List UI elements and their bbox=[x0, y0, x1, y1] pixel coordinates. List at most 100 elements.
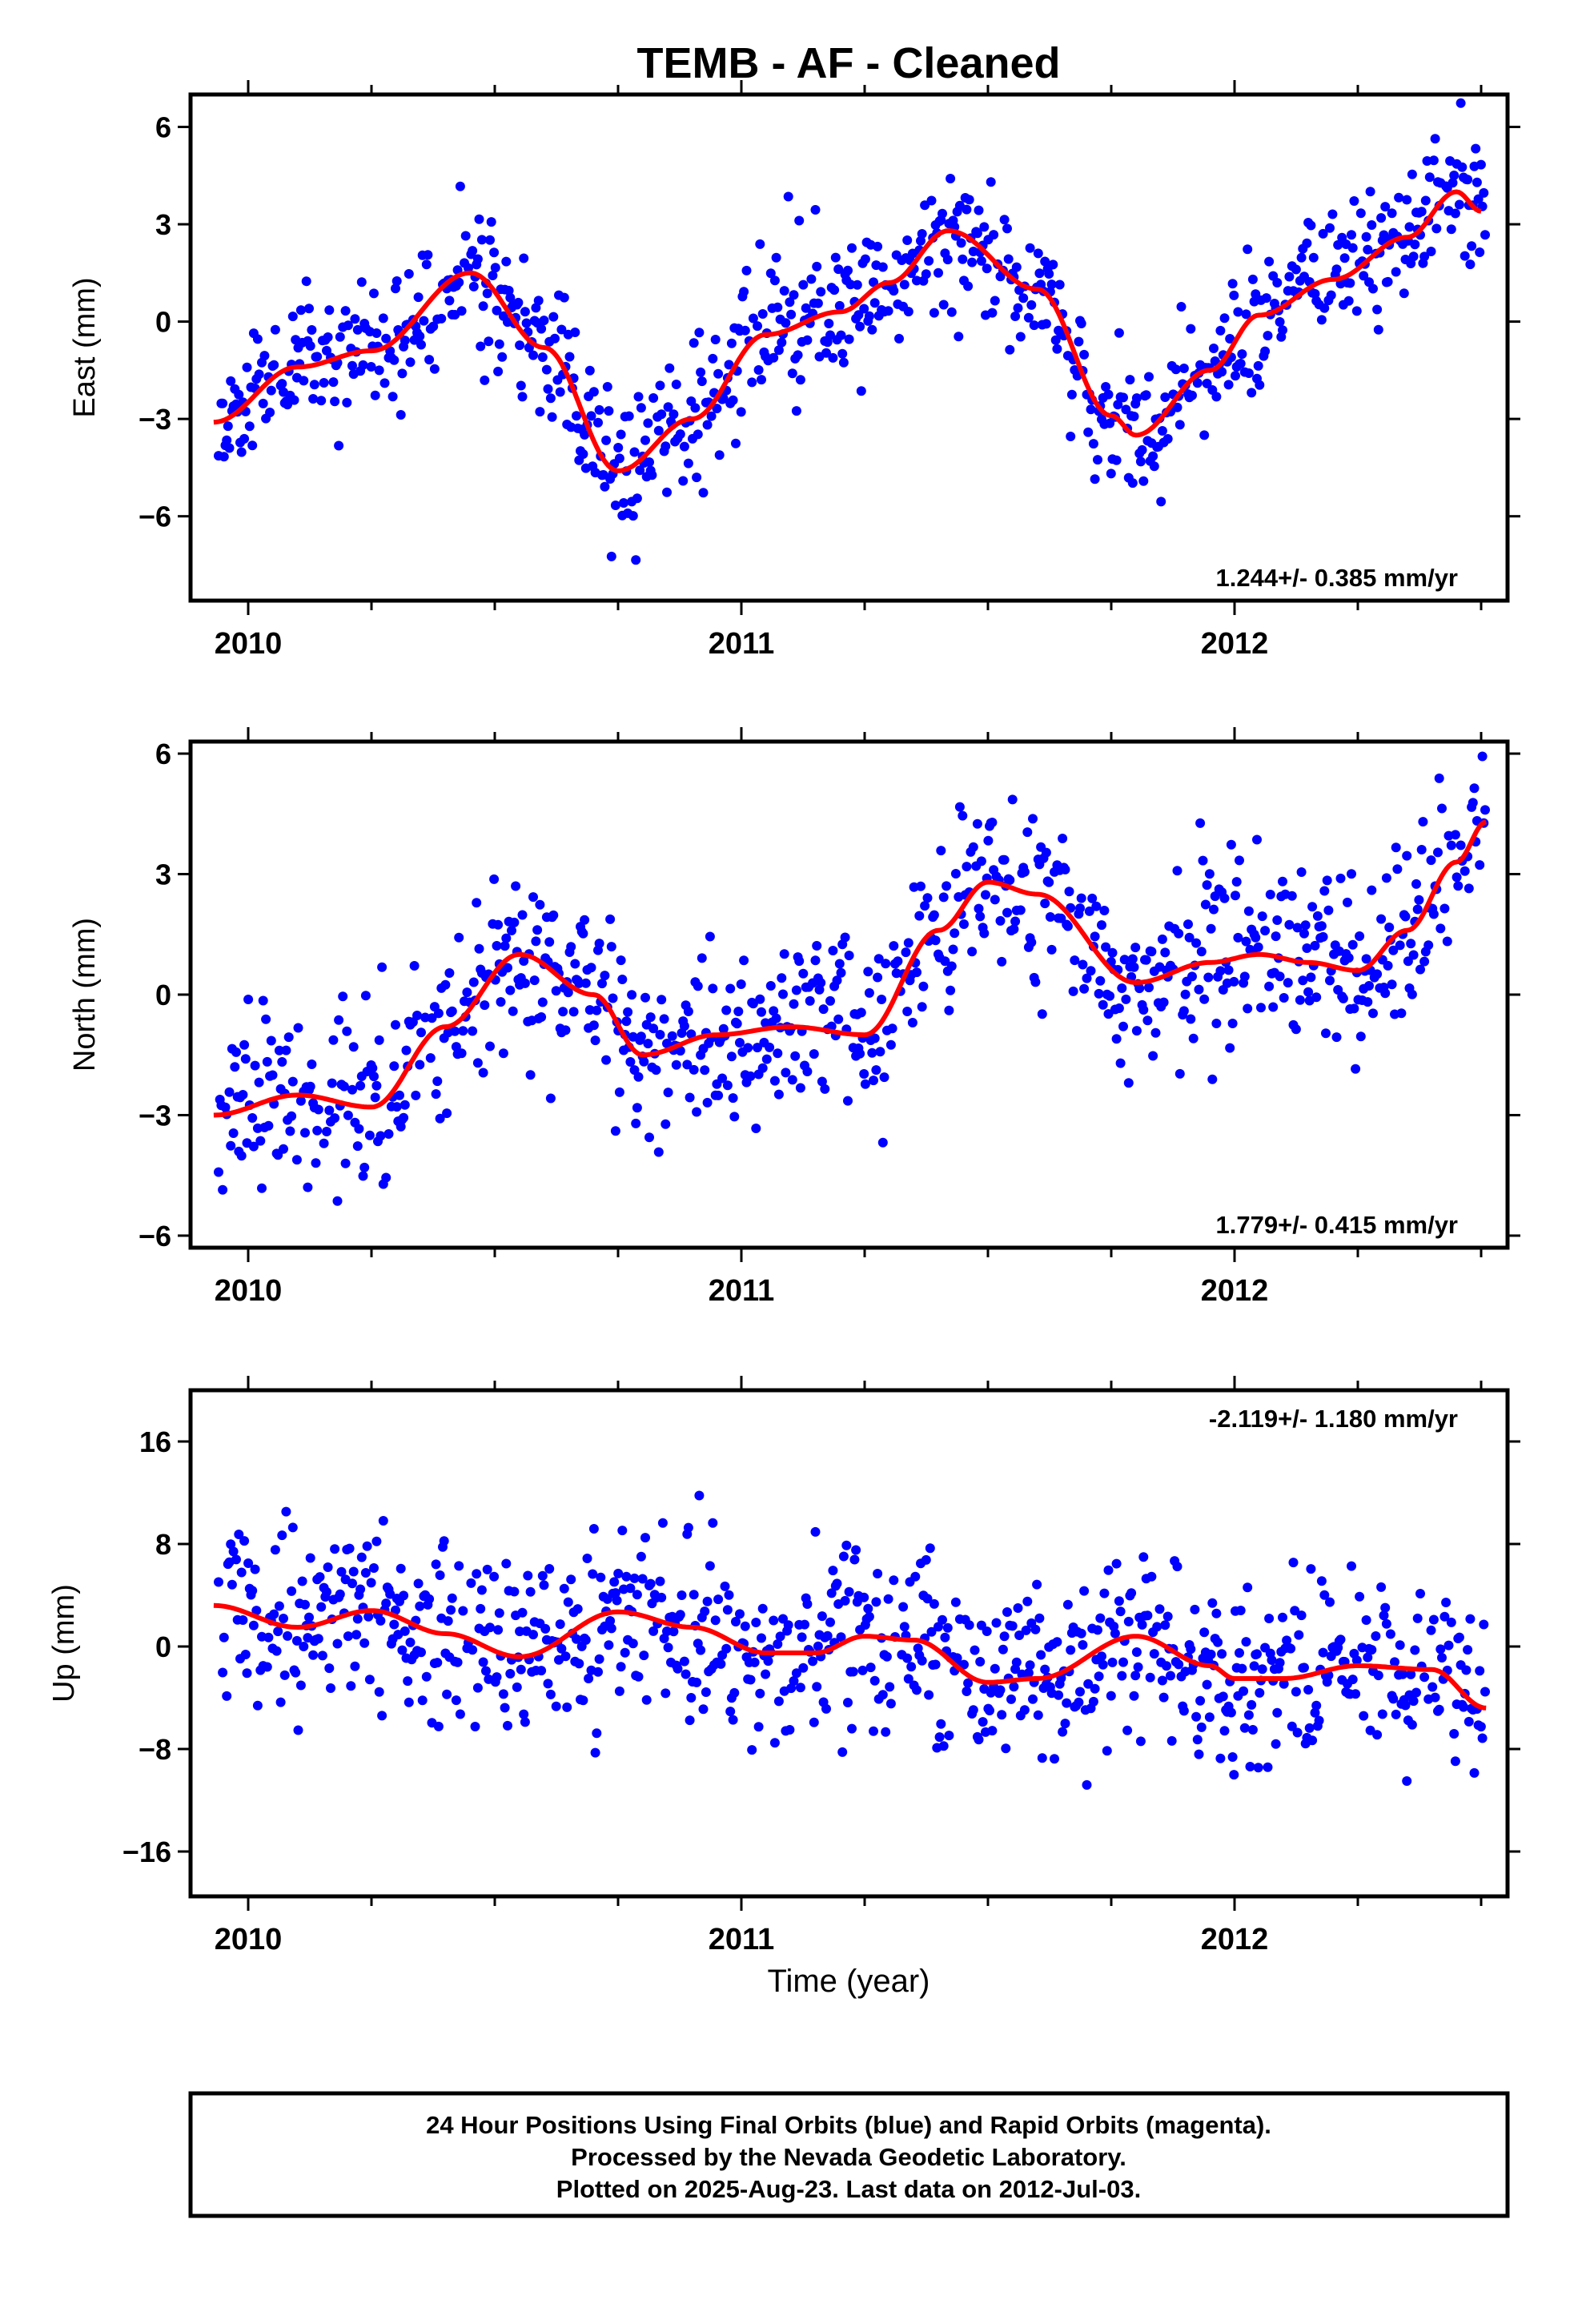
north-data-point bbox=[623, 1007, 633, 1017]
up-data-point bbox=[1247, 1725, 1258, 1735]
north-data-point bbox=[1172, 866, 1182, 876]
east-data-point bbox=[366, 362, 376, 372]
north-data-point bbox=[633, 1072, 644, 1082]
up-data-point bbox=[492, 1672, 502, 1683]
north-data-point bbox=[1075, 903, 1085, 914]
north-data-point bbox=[769, 1006, 779, 1016]
east-data-point bbox=[683, 458, 693, 468]
east-data-point bbox=[371, 328, 382, 338]
north-data-point bbox=[517, 910, 528, 920]
east-data-point bbox=[786, 309, 797, 320]
up-data-point bbox=[1219, 1726, 1230, 1736]
north-data-point bbox=[825, 995, 835, 1006]
east-data-point bbox=[632, 493, 642, 504]
east-data-point bbox=[1333, 239, 1343, 250]
north-data-point bbox=[338, 991, 348, 1002]
north-data-point bbox=[692, 1107, 702, 1117]
east-data-point bbox=[853, 310, 864, 320]
north-data-point bbox=[1046, 944, 1057, 955]
up-data-point bbox=[355, 1584, 366, 1594]
north-data-point bbox=[507, 926, 516, 935]
north-data-point bbox=[1002, 907, 1012, 918]
east-data-point bbox=[783, 191, 793, 202]
up-data-point bbox=[287, 1522, 298, 1533]
north-data-point bbox=[340, 1158, 351, 1168]
up-data-point bbox=[605, 1616, 616, 1626]
north-data-point bbox=[836, 967, 846, 978]
up-data-point bbox=[1118, 1657, 1128, 1667]
north-data-point bbox=[1211, 1019, 1222, 1028]
up-data-point bbox=[1318, 1647, 1328, 1658]
north-data-point bbox=[873, 972, 883, 983]
north-data-point bbox=[1396, 1008, 1407, 1019]
east-data-point bbox=[1349, 196, 1359, 206]
north-data-point bbox=[389, 1061, 400, 1072]
east-data-point bbox=[1052, 344, 1062, 354]
up-data-point bbox=[545, 1689, 556, 1699]
north-data-point bbox=[1070, 955, 1080, 966]
north-data-point bbox=[1138, 1005, 1149, 1015]
up-data-point bbox=[322, 1586, 331, 1597]
up-y-tick-label: 0 bbox=[155, 1630, 171, 1663]
north-data-point bbox=[1068, 986, 1078, 996]
north-data-point bbox=[1174, 928, 1184, 939]
north-data-point bbox=[1223, 965, 1234, 975]
up-data-point bbox=[655, 1576, 665, 1586]
north-data-point bbox=[1094, 988, 1104, 999]
up-data-point bbox=[1126, 1588, 1137, 1598]
up-data-point bbox=[1475, 1666, 1485, 1676]
north-data-point bbox=[458, 1026, 468, 1036]
up-data-point bbox=[1058, 1727, 1068, 1737]
up-data-point bbox=[562, 1702, 572, 1712]
up-data-point bbox=[694, 1490, 705, 1501]
up-data-point bbox=[609, 1577, 620, 1587]
north-data-point bbox=[1412, 904, 1423, 915]
up-data-point bbox=[1454, 1632, 1464, 1642]
up-data-point bbox=[708, 1518, 718, 1528]
east-data-point bbox=[1106, 468, 1116, 479]
north-data-point bbox=[295, 1096, 306, 1106]
north-data-point bbox=[1439, 903, 1450, 914]
north-data-point bbox=[686, 1029, 697, 1039]
east-data-point bbox=[833, 264, 844, 275]
east-data-point bbox=[236, 447, 247, 457]
north-data-point bbox=[267, 1070, 278, 1080]
up-data-point bbox=[594, 1654, 604, 1664]
up-data-point bbox=[1287, 1721, 1297, 1731]
up-data-point bbox=[454, 1561, 464, 1571]
up-data-point bbox=[1013, 1603, 1023, 1613]
up-data-point bbox=[1365, 1725, 1375, 1735]
up-data-point bbox=[999, 1631, 1010, 1642]
up-data-point bbox=[898, 1602, 909, 1612]
up-data-point bbox=[1257, 1664, 1267, 1675]
east-data-point bbox=[352, 324, 363, 335]
north-data-point bbox=[616, 955, 626, 966]
up-data-point bbox=[1427, 1682, 1438, 1692]
up-data-point bbox=[1464, 1716, 1474, 1727]
north-data-point bbox=[944, 1005, 954, 1015]
up-data-point bbox=[336, 1566, 347, 1577]
east-data-point bbox=[1247, 388, 1257, 398]
up-data-point bbox=[316, 1602, 327, 1612]
north-data-point bbox=[364, 1130, 375, 1140]
north-data-point bbox=[1141, 955, 1151, 965]
east-data-point bbox=[222, 435, 232, 445]
up-data-point bbox=[817, 1611, 827, 1622]
north-data-point bbox=[893, 956, 903, 967]
up-data-point bbox=[869, 1675, 880, 1686]
east-data-point bbox=[1003, 254, 1014, 264]
north-data-point bbox=[1480, 805, 1490, 815]
up-data-point bbox=[1391, 1709, 1401, 1719]
north-data-point bbox=[358, 1171, 368, 1181]
up-data-point bbox=[273, 1626, 283, 1637]
east-data-point bbox=[316, 396, 327, 406]
north-data-point bbox=[765, 1042, 775, 1052]
east-data-point bbox=[283, 400, 293, 410]
east-data-point bbox=[694, 328, 705, 338]
up-data-point bbox=[1247, 1699, 1257, 1710]
north-data-point bbox=[228, 1128, 239, 1138]
east-data-point bbox=[1465, 259, 1476, 270]
east-data-point bbox=[1243, 244, 1253, 255]
north-data-point bbox=[938, 892, 949, 903]
